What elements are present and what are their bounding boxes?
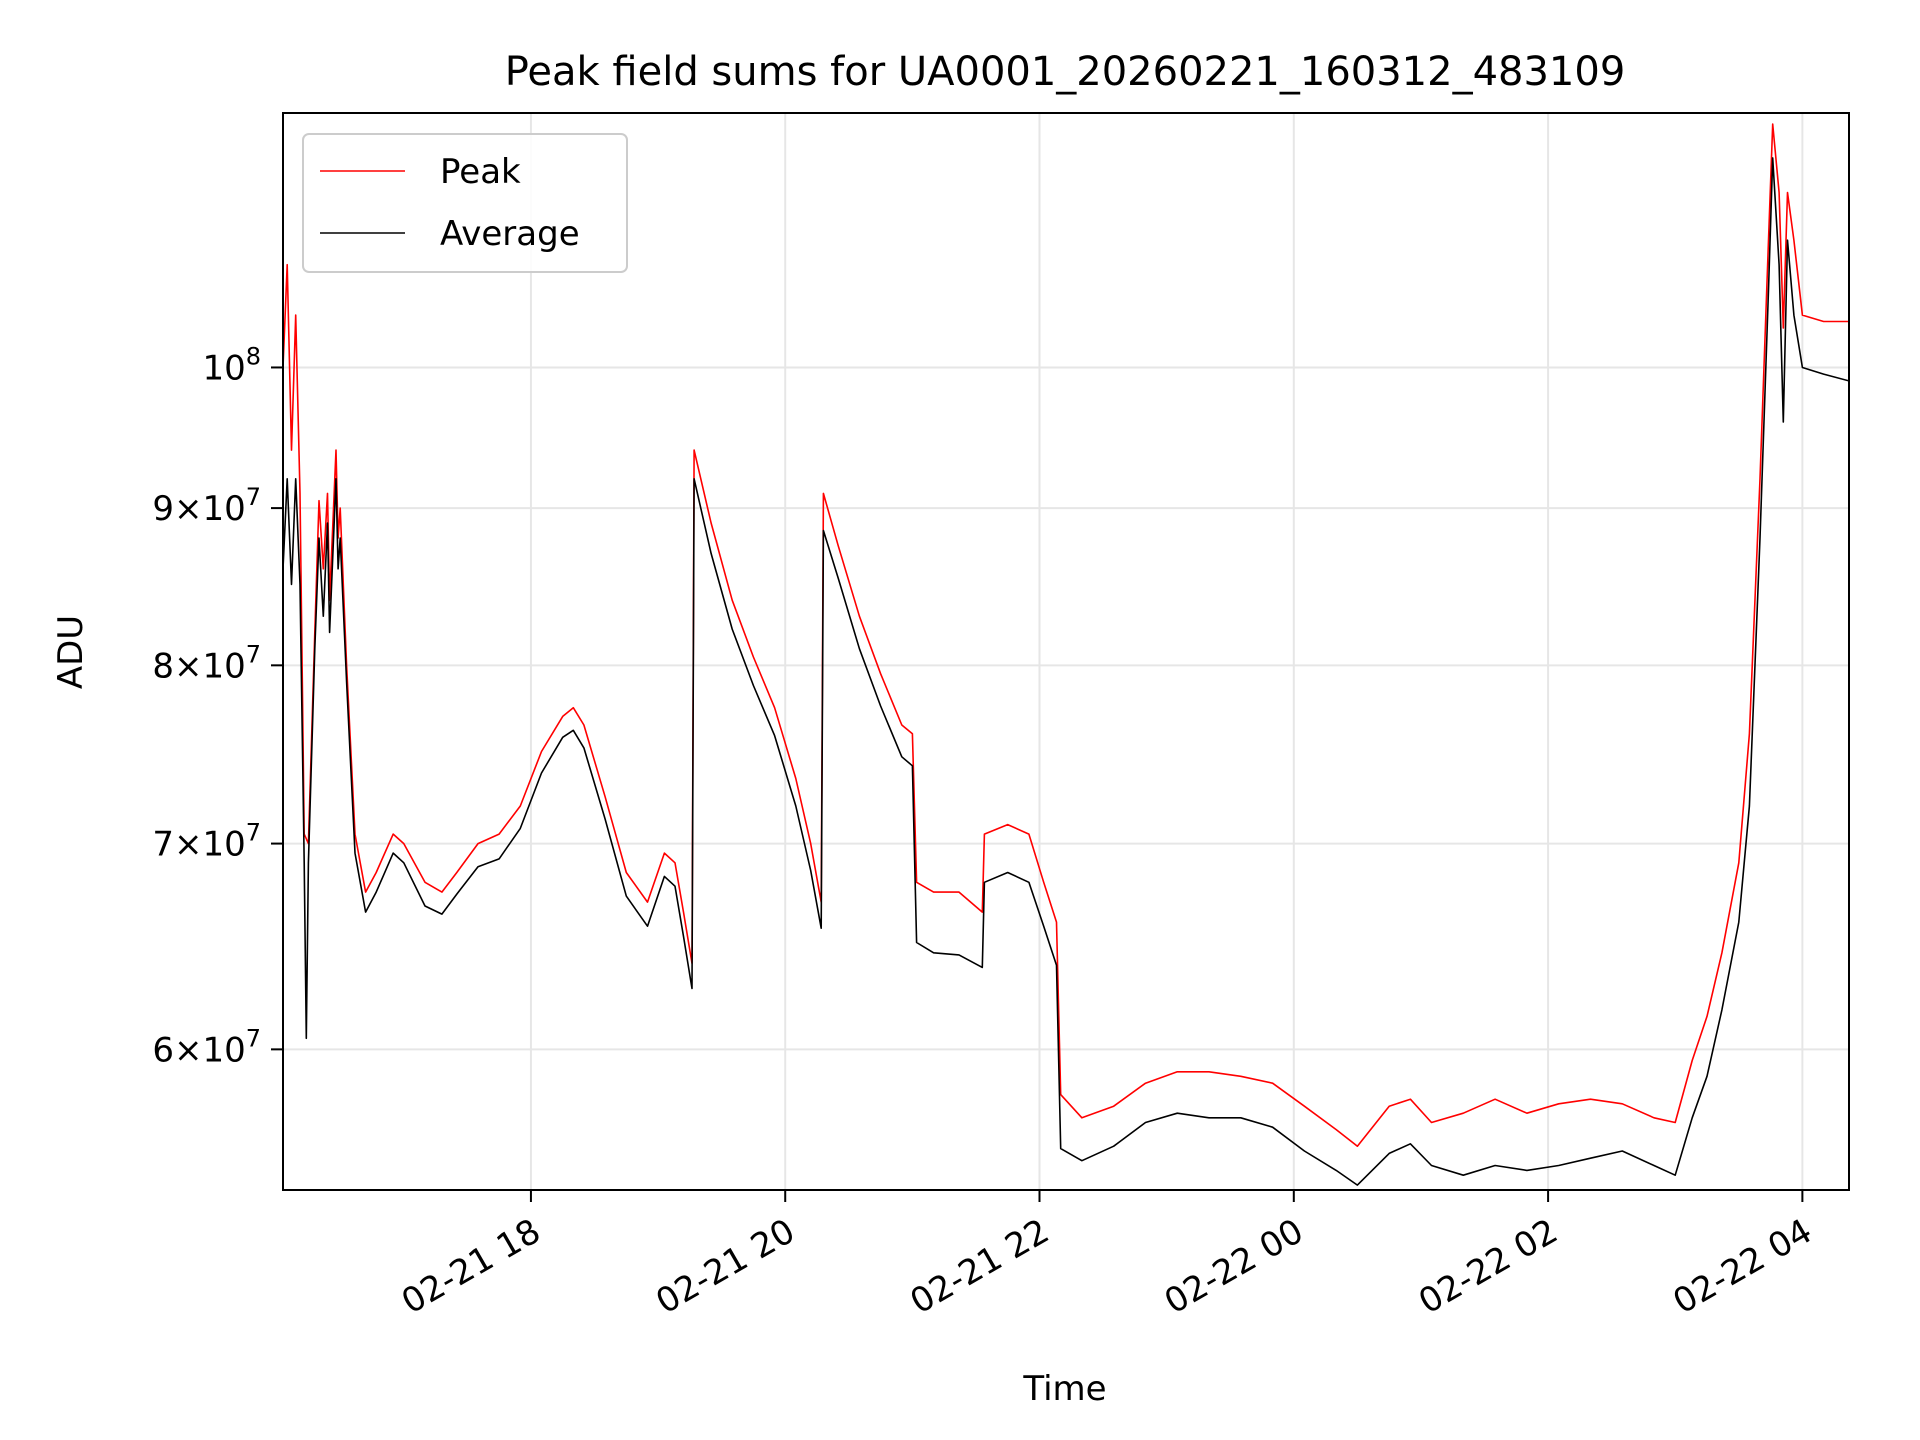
y-tick-times: × <box>174 489 203 529</box>
y-tick-mantissa: 6 <box>152 1030 174 1070</box>
chart-title: Peak field sums for UA0001_20260221_1603… <box>505 49 1626 95</box>
y-tick-label: 6×107 <box>152 1024 261 1070</box>
y-tick-base: 10 <box>202 825 245 865</box>
y-tick-exponent: 7 <box>246 1024 261 1052</box>
series-line-average <box>283 157 1849 1186</box>
y-tick-exponent: 7 <box>246 483 261 511</box>
y-tick-exponent: 8 <box>246 342 261 370</box>
y-tick-mantissa: 7 <box>152 825 174 865</box>
y-tick-base: 10 <box>202 646 245 686</box>
y-tick-base: 10 <box>202 1030 245 1070</box>
y-tick-base: 10 <box>202 489 245 529</box>
plot-frame <box>282 112 1850 1191</box>
series-line-peak <box>283 123 1849 1147</box>
y-axis-label: ADU <box>51 615 91 689</box>
legend-label-average: Average <box>440 214 580 254</box>
y-tick-mantissa: 8 <box>152 646 174 686</box>
y-tick-times: × <box>174 825 203 865</box>
y-tick-mantissa: 9 <box>152 489 174 529</box>
x-axis-label: Time <box>1022 1369 1106 1409</box>
legend-label-peak: Peak <box>440 152 521 192</box>
legend-box <box>302 133 628 273</box>
y-tick-times: × <box>174 1030 203 1070</box>
y-tick-label: 8×107 <box>152 640 261 686</box>
y-tick-base: 10 <box>202 348 245 388</box>
grid-lines <box>283 113 1849 1190</box>
y-tick-exponent: 7 <box>246 640 261 668</box>
y-tick-label: 108 <box>202 342 261 388</box>
series-layer <box>283 123 1849 1186</box>
legend: Peak Average <box>302 133 628 273</box>
y-tick-label: 7×107 <box>152 819 261 865</box>
y-tick-times: × <box>174 646 203 686</box>
y-tick-exponent: 7 <box>246 819 261 847</box>
y-tick-label: 9×107 <box>152 483 261 529</box>
